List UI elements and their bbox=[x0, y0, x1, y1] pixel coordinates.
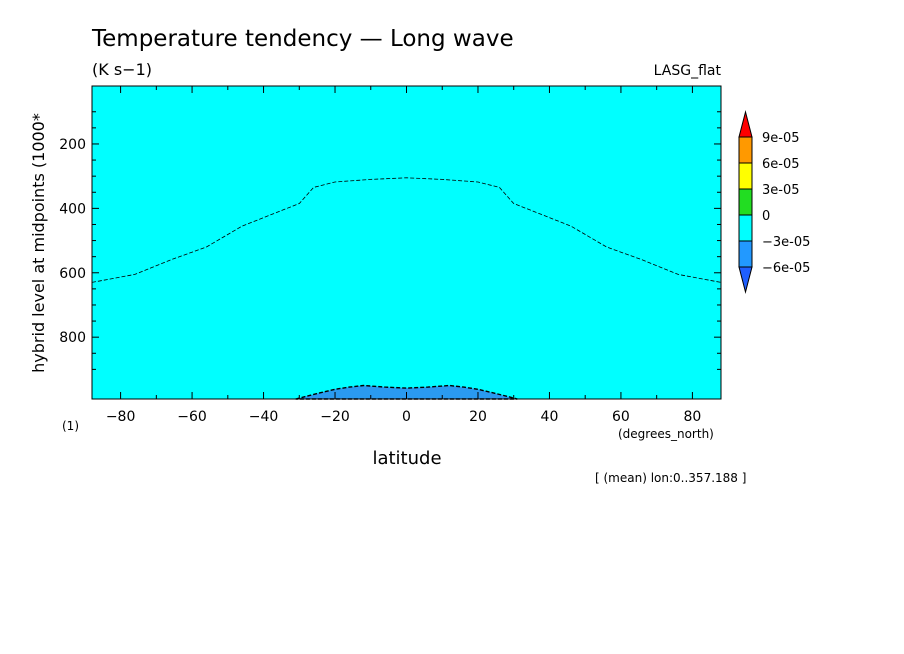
plot-area bbox=[91, 85, 722, 400]
plot-background bbox=[92, 86, 721, 399]
y-tick-label: 600 bbox=[59, 266, 86, 282]
x-axis: −80 −60 −40 −20 0 20 40 60 80 bbox=[106, 86, 701, 425]
color-legend: 9e-05 6e-05 3e-05 0 −3e-05 −6e-05 bbox=[738, 110, 810, 294]
x-tick-label: 20 bbox=[469, 409, 487, 425]
dataset-label: LASG_flat bbox=[654, 63, 722, 79]
legend-swatch bbox=[738, 136, 753, 164]
x-tick-label: −80 bbox=[106, 409, 136, 425]
y-tick-label: 800 bbox=[59, 330, 86, 346]
y-axis-label: hybrid level at midpoints (1000* bbox=[29, 113, 48, 373]
legend-label: −3e-05 bbox=[762, 235, 810, 250]
x-axis-units: (degrees_north) bbox=[618, 427, 714, 441]
x-axis-label: latitude bbox=[372, 448, 441, 469]
legend-label: −6e-05 bbox=[762, 261, 810, 276]
y-tick-label: 400 bbox=[59, 201, 86, 217]
legend-arrow-bottom bbox=[738, 266, 753, 294]
chart-units: (K s−1) bbox=[92, 60, 152, 79]
y-tick-label: 200 bbox=[59, 137, 86, 153]
x-tick-label: −40 bbox=[249, 409, 279, 425]
x-tick-label: 60 bbox=[612, 409, 630, 425]
dashed-contour-line bbox=[91, 177, 722, 283]
legend-swatch bbox=[738, 214, 753, 242]
legend-arrow-top bbox=[738, 110, 753, 138]
x-tick-label: 40 bbox=[541, 409, 559, 425]
subset-note: [ (mean) lon:0..357.188 ] bbox=[595, 471, 746, 485]
x-tick-label: −60 bbox=[177, 409, 207, 425]
legend-swatch bbox=[738, 188, 753, 216]
legend-label: 6e-05 bbox=[762, 157, 800, 172]
legend-swatch bbox=[738, 162, 753, 190]
y-axis-units: (1) bbox=[62, 419, 79, 433]
x-tick-label: −20 bbox=[320, 409, 350, 425]
x-tick-label: 0 bbox=[402, 409, 411, 425]
x-tick-label: 80 bbox=[683, 409, 701, 425]
legend-label: 9e-05 bbox=[762, 131, 800, 146]
legend-label: 3e-05 bbox=[762, 183, 800, 198]
y-axis: 200 400 600 800 bbox=[59, 111, 721, 370]
legend-swatch bbox=[738, 240, 753, 268]
legend-label: 0 bbox=[762, 209, 770, 224]
chart-title: Temperature tendency — Long wave bbox=[91, 26, 514, 52]
